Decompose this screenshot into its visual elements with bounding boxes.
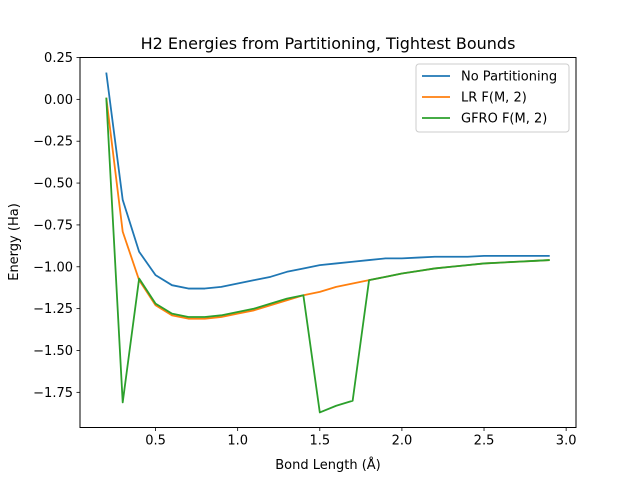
legend-label-2: LR F(M, 2) bbox=[461, 91, 527, 106]
x-tick-label: 1.0 bbox=[227, 434, 248, 449]
x-tick-label: 1.5 bbox=[309, 434, 330, 449]
chart-title: H2 Energies from Partitioning, Tightest … bbox=[141, 34, 516, 53]
plot-frame bbox=[79, 57, 577, 428]
y-tick-label: −0.25 bbox=[33, 135, 73, 150]
x-tick-label: 3.0 bbox=[556, 434, 577, 449]
series-layer bbox=[105, 72, 550, 414]
legend-label-3: GFRO F(M, 2) bbox=[461, 112, 547, 127]
series-line-3 bbox=[105, 97, 550, 414]
legend-box bbox=[415, 63, 570, 133]
y-tick-label: −1.50 bbox=[33, 344, 73, 359]
x-tick-label: 2.0 bbox=[392, 434, 413, 449]
y-tick-label: 0.25 bbox=[44, 51, 73, 66]
y-tick-label: −1.25 bbox=[33, 302, 73, 317]
y-tick-label: −0.50 bbox=[33, 177, 73, 192]
legend: No Partitioning LR F(M, 2) GFRO F(M, 2) bbox=[415, 63, 570, 133]
y-tick-label: −1.00 bbox=[33, 260, 73, 275]
x-tick-label: 2.5 bbox=[474, 434, 495, 449]
y-axis: 0.25 0.00 −0.25 −0.50 −0.75 −1.00 −1.25 −1.50 −1… bbox=[33, 51, 80, 401]
legend-label-1: No Partitioning bbox=[461, 70, 557, 85]
x-axis-title: Bond Length (Å) bbox=[275, 457, 381, 473]
x-tick-label: 0.5 bbox=[145, 434, 166, 449]
series-line-1 bbox=[105, 72, 550, 290]
y-axis-title: Energy (Ha) bbox=[7, 203, 22, 281]
y-tick-label: 0.00 bbox=[44, 93, 73, 108]
y-tick-label: −0.75 bbox=[33, 218, 73, 233]
y-tick-label: −1.75 bbox=[33, 386, 73, 401]
x-axis: 0.5 1.0 1.5 2.0 2.5 3.0 bbox=[145, 427, 577, 449]
